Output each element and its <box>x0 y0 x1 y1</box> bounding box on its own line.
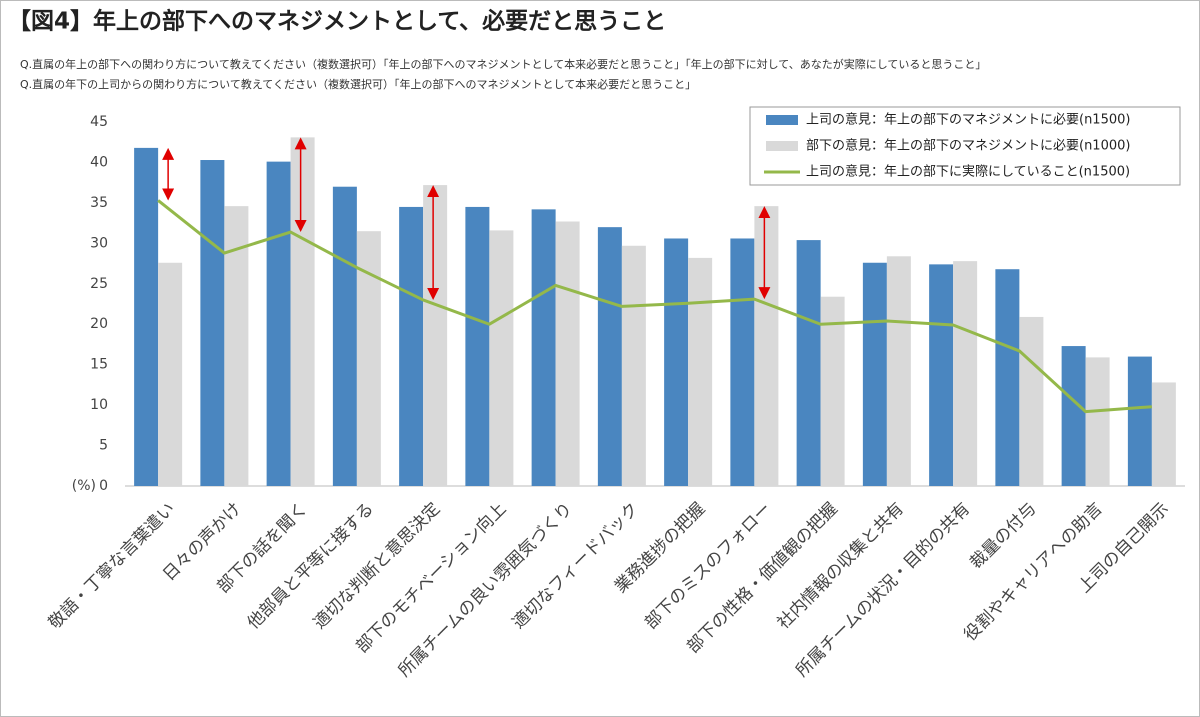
y-tick-label: 5 <box>99 438 108 454</box>
y-tick-label: 10 <box>90 397 108 413</box>
legend-swatch <box>766 115 798 125</box>
bar <box>820 296 845 486</box>
y-tick-label: 25 <box>90 276 108 292</box>
bar <box>886 256 911 486</box>
legend-label: 上司の意見：年上の部下のマネジメントに必要(n1500) <box>806 112 1130 128</box>
legend-label: 部下の意見：年上の部下のマネジメントに必要(n1000) <box>806 138 1130 154</box>
bar <box>465 206 490 486</box>
bar <box>555 221 580 486</box>
legend-swatch <box>766 141 798 151</box>
bar <box>1019 316 1044 486</box>
bar <box>796 240 821 486</box>
bar <box>953 261 978 486</box>
bar <box>134 147 159 486</box>
bar <box>1085 357 1110 486</box>
y-tick-label: 0 <box>99 478 108 494</box>
bar <box>664 238 689 486</box>
bar <box>929 264 954 486</box>
bar <box>489 230 514 486</box>
bar <box>158 262 183 486</box>
subtitle: Q.直属の年上の部下への関わり方について教えてください（複数選択可）「年上の部下… <box>20 57 986 71</box>
line <box>157 199 1152 414</box>
bar <box>1061 346 1086 486</box>
chart-title: 【図4】年上の部下へのマネジメントとして、必要だと思うこと <box>8 8 666 35</box>
bar <box>862 262 887 486</box>
bar <box>423 185 448 487</box>
bar <box>399 206 424 486</box>
y-tick-label: 20 <box>90 316 108 332</box>
y-tick-label: 35 <box>90 195 108 211</box>
bar <box>754 206 779 486</box>
y-tick-label: 45 <box>90 114 108 130</box>
bar <box>621 245 646 486</box>
bar <box>531 209 556 487</box>
y-unit: (%) <box>72 478 96 494</box>
bar <box>688 257 713 486</box>
bar <box>290 137 315 486</box>
legend-label: 上司の意見：年上の部下に実際にしていること(n1500) <box>806 164 1130 180</box>
legend <box>749 106 1181 186</box>
y-tick-label: 15 <box>90 357 108 373</box>
bar <box>332 186 357 486</box>
bar <box>200 160 225 487</box>
subtitle: Q.直属の年下の上司からの関わり方について教えてください（複数選択可）「年上の部… <box>20 77 696 91</box>
bar <box>1151 382 1176 486</box>
bar <box>995 269 1020 486</box>
y-tick-label: 40 <box>90 154 108 170</box>
y-tick-label: 30 <box>90 235 108 251</box>
bar <box>730 238 755 486</box>
bar <box>597 227 622 486</box>
bar <box>1127 356 1152 486</box>
bar <box>266 161 291 486</box>
